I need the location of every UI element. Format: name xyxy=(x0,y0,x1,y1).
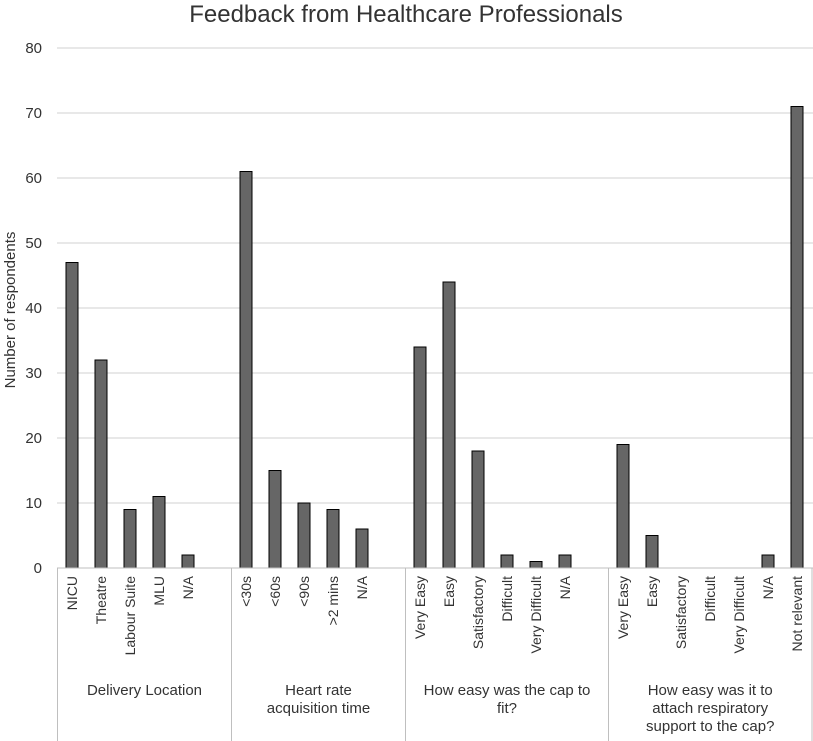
bar xyxy=(500,554,514,569)
x-tick-label: Theatre xyxy=(93,576,109,624)
group-label: acquisition time xyxy=(267,700,370,717)
bar xyxy=(268,470,282,569)
bar xyxy=(645,535,659,569)
x-tick-label: Easy xyxy=(441,576,457,607)
y-tick-label: 10 xyxy=(25,495,42,512)
group-label: support to the cap? xyxy=(646,718,774,735)
bar xyxy=(239,171,253,569)
y-tick-label: 40 xyxy=(25,300,42,317)
x-tick-label: NICU xyxy=(64,576,80,610)
chart-title: Feedback from Healthcare Professionals xyxy=(189,1,623,28)
y-tick-label: 20 xyxy=(25,430,42,447)
bar xyxy=(297,502,311,569)
bars xyxy=(65,106,804,569)
y-tick-label: 60 xyxy=(25,170,42,187)
y-tick-label: 50 xyxy=(25,235,42,252)
bar xyxy=(529,561,543,569)
x-tick-label: N/A xyxy=(354,575,370,599)
group-label: How easy was it to xyxy=(648,682,773,699)
x-tick-label: Difficult xyxy=(702,576,718,622)
x-axis xyxy=(57,567,813,741)
x-tick-label: Very Easy xyxy=(412,576,428,639)
x-tick-label: <60s xyxy=(267,576,283,607)
x-tick-label: Not relevant xyxy=(789,576,805,652)
bar xyxy=(94,359,108,569)
bar xyxy=(123,509,137,569)
y-tick-label: 70 xyxy=(25,105,42,122)
x-tick-label: Labour Suite xyxy=(122,576,138,656)
x-tick-label: <90s xyxy=(296,576,312,607)
y-tick-label: 30 xyxy=(25,365,42,382)
category-labels: NICU Theatre Labour Suite MLU N/A <30s <60s <90… xyxy=(64,575,805,655)
bar xyxy=(326,509,340,569)
x-tick-label: <30s xyxy=(238,576,254,607)
x-tick-label: N/A xyxy=(557,575,573,599)
gridlines xyxy=(57,47,813,504)
x-tick-label: Very Difficult xyxy=(731,576,747,654)
x-tick-label: Very Difficult xyxy=(528,576,544,654)
x-tick-label: MLU xyxy=(151,576,167,606)
bar xyxy=(442,281,456,569)
bar xyxy=(181,554,195,569)
y-tick-label: 0 xyxy=(34,560,42,577)
bar xyxy=(761,554,775,569)
bar xyxy=(65,262,79,569)
group-label: fit? xyxy=(497,700,517,717)
x-tick-label: N/A xyxy=(760,575,776,599)
x-tick-label: N/A xyxy=(180,575,196,599)
bar xyxy=(616,444,630,569)
group-label: attach respiratory xyxy=(652,700,768,717)
bar xyxy=(413,346,427,569)
bar xyxy=(790,106,804,569)
group-label: How easy was the cap to xyxy=(424,682,591,699)
y-axis-label: Number of respondents xyxy=(2,232,19,389)
x-tick-label: Easy xyxy=(644,576,660,607)
y-axis-ticks: 0 10 20 30 40 50 60 70 80 xyxy=(25,40,42,577)
x-tick-label: Satisfactory xyxy=(673,576,689,649)
bar xyxy=(355,528,369,569)
x-tick-label: Very Easy xyxy=(615,576,631,639)
bar xyxy=(152,496,166,569)
bar xyxy=(471,450,485,569)
group-label: Delivery Location xyxy=(87,682,202,699)
x-tick-label: Difficult xyxy=(499,576,515,622)
bar xyxy=(558,554,572,569)
x-tick-label: >2 mins xyxy=(325,576,341,625)
group-label: Heart rate xyxy=(285,682,352,699)
x-tick-label: Satisfactory xyxy=(470,576,486,649)
y-tick-label: 80 xyxy=(25,40,42,57)
